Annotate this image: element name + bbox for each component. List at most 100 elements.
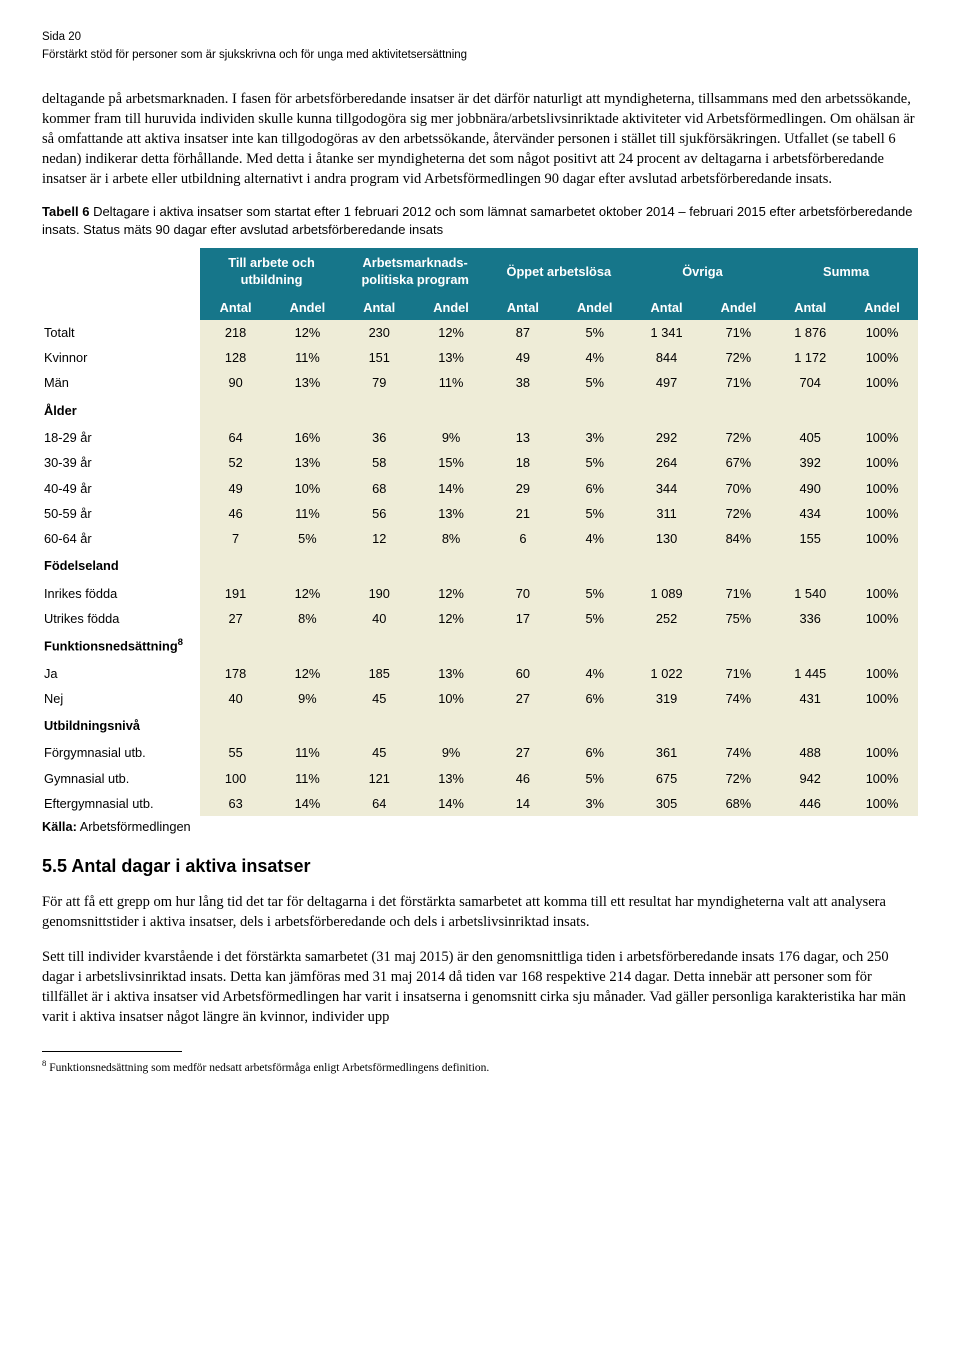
empty-cell: [559, 396, 631, 425]
data-cell: 942: [774, 766, 846, 791]
data-cell: 230: [343, 320, 415, 345]
data-cell: 55: [200, 740, 272, 765]
data-cell: 392: [774, 450, 846, 475]
data-cell: 13%: [415, 661, 487, 686]
data-cell: 100: [200, 766, 272, 791]
empty-cell: [487, 631, 559, 661]
empty-cell: [487, 711, 559, 740]
empty-cell: [846, 551, 918, 580]
section-row-label: Födelseland: [42, 551, 200, 580]
data-cell: 218: [200, 320, 272, 345]
data-cell: 405: [774, 425, 846, 450]
data-cell: 12%: [272, 661, 344, 686]
row-label: Eftergymnasial utb.: [42, 791, 200, 816]
data-cell: 46: [487, 766, 559, 791]
data-cell: 151: [343, 345, 415, 370]
data-cell: 72%: [702, 345, 774, 370]
empty-cell: [272, 631, 344, 661]
col-sub: Antal: [774, 295, 846, 320]
data-cell: 58: [343, 450, 415, 475]
data-cell: 100%: [846, 345, 918, 370]
data-cell: 11%: [415, 370, 487, 395]
data-cell: 446: [774, 791, 846, 816]
empty-cell: [846, 631, 918, 661]
data-cell: 36: [343, 425, 415, 450]
empty-cell: [415, 551, 487, 580]
col-sub: Andel: [415, 295, 487, 320]
section-heading: 5.5 Antal dagar i aktiva insatser: [42, 854, 918, 878]
data-cell: 100%: [846, 320, 918, 345]
empty-cell: [415, 631, 487, 661]
data-cell: 71%: [702, 370, 774, 395]
empty-cell: [200, 631, 272, 661]
data-cell: 185: [343, 661, 415, 686]
data-cell: 100%: [846, 606, 918, 631]
data-table: Till arbete ochutbildningArbetsmarknads-…: [42, 248, 918, 816]
table-source: Källa: Arbetsförmedlingen: [42, 818, 918, 835]
data-cell: 100%: [846, 425, 918, 450]
empty-cell: [631, 711, 703, 740]
data-cell: 5%: [272, 526, 344, 551]
data-cell: 74%: [702, 686, 774, 711]
data-cell: 12%: [272, 320, 344, 345]
table-corner: [42, 248, 200, 295]
data-cell: 64: [343, 791, 415, 816]
footnote-text: Funktionsnedsättning som medför nedsatt …: [46, 1062, 489, 1074]
data-cell: 87: [487, 320, 559, 345]
data-cell: 27: [487, 686, 559, 711]
data-cell: 1 022: [631, 661, 703, 686]
data-cell: 11%: [272, 766, 344, 791]
data-cell: 319: [631, 686, 703, 711]
data-cell: 704: [774, 370, 846, 395]
data-cell: 3%: [559, 425, 631, 450]
data-cell: 46: [200, 501, 272, 526]
section-row-label: Funktionsnedsättning8: [42, 631, 200, 661]
data-cell: 8%: [272, 606, 344, 631]
data-cell: 12: [343, 526, 415, 551]
data-cell: 13%: [415, 501, 487, 526]
empty-cell: [200, 551, 272, 580]
empty-cell: [702, 711, 774, 740]
caption-bold: Tabell 6: [42, 204, 89, 219]
data-cell: 100%: [846, 661, 918, 686]
col-group: Arbetsmarknads-politiska program: [343, 248, 487, 295]
empty-cell: [774, 396, 846, 425]
col-sub: Antal: [200, 295, 272, 320]
empty-cell: [343, 551, 415, 580]
empty-cell: [559, 551, 631, 580]
data-cell: 100%: [846, 501, 918, 526]
data-cell: 14%: [415, 476, 487, 501]
data-cell: 13: [487, 425, 559, 450]
footnote: 8 Funktionsnedsättning som medför nedsat…: [42, 1058, 918, 1076]
data-cell: 13%: [415, 345, 487, 370]
data-cell: 90: [200, 370, 272, 395]
col-group: Summa: [774, 248, 918, 295]
data-cell: 121: [343, 766, 415, 791]
data-cell: 490: [774, 476, 846, 501]
data-cell: 5%: [559, 370, 631, 395]
data-cell: 844: [631, 345, 703, 370]
col-sub: Andel: [272, 295, 344, 320]
data-cell: 71%: [702, 320, 774, 345]
source-value: Arbetsförmedlingen: [77, 819, 191, 834]
data-cell: 5%: [559, 320, 631, 345]
data-cell: 75%: [702, 606, 774, 631]
col-sub: Antal: [631, 295, 703, 320]
empty-cell: [272, 711, 344, 740]
row-label: Totalt: [42, 320, 200, 345]
row-label: 18-29 år: [42, 425, 200, 450]
data-cell: 488: [774, 740, 846, 765]
empty-cell: [415, 396, 487, 425]
body-paragraph-3: Sett till individer kvarstående i det fö…: [42, 947, 918, 1027]
row-label: Nej: [42, 686, 200, 711]
row-label: Kvinnor: [42, 345, 200, 370]
data-cell: 52: [200, 450, 272, 475]
data-cell: 49: [200, 476, 272, 501]
data-cell: 12%: [272, 581, 344, 606]
data-cell: 10%: [272, 476, 344, 501]
empty-cell: [846, 711, 918, 740]
data-cell: 12%: [415, 606, 487, 631]
data-cell: 1 876: [774, 320, 846, 345]
empty-cell: [774, 711, 846, 740]
data-cell: 4%: [559, 526, 631, 551]
